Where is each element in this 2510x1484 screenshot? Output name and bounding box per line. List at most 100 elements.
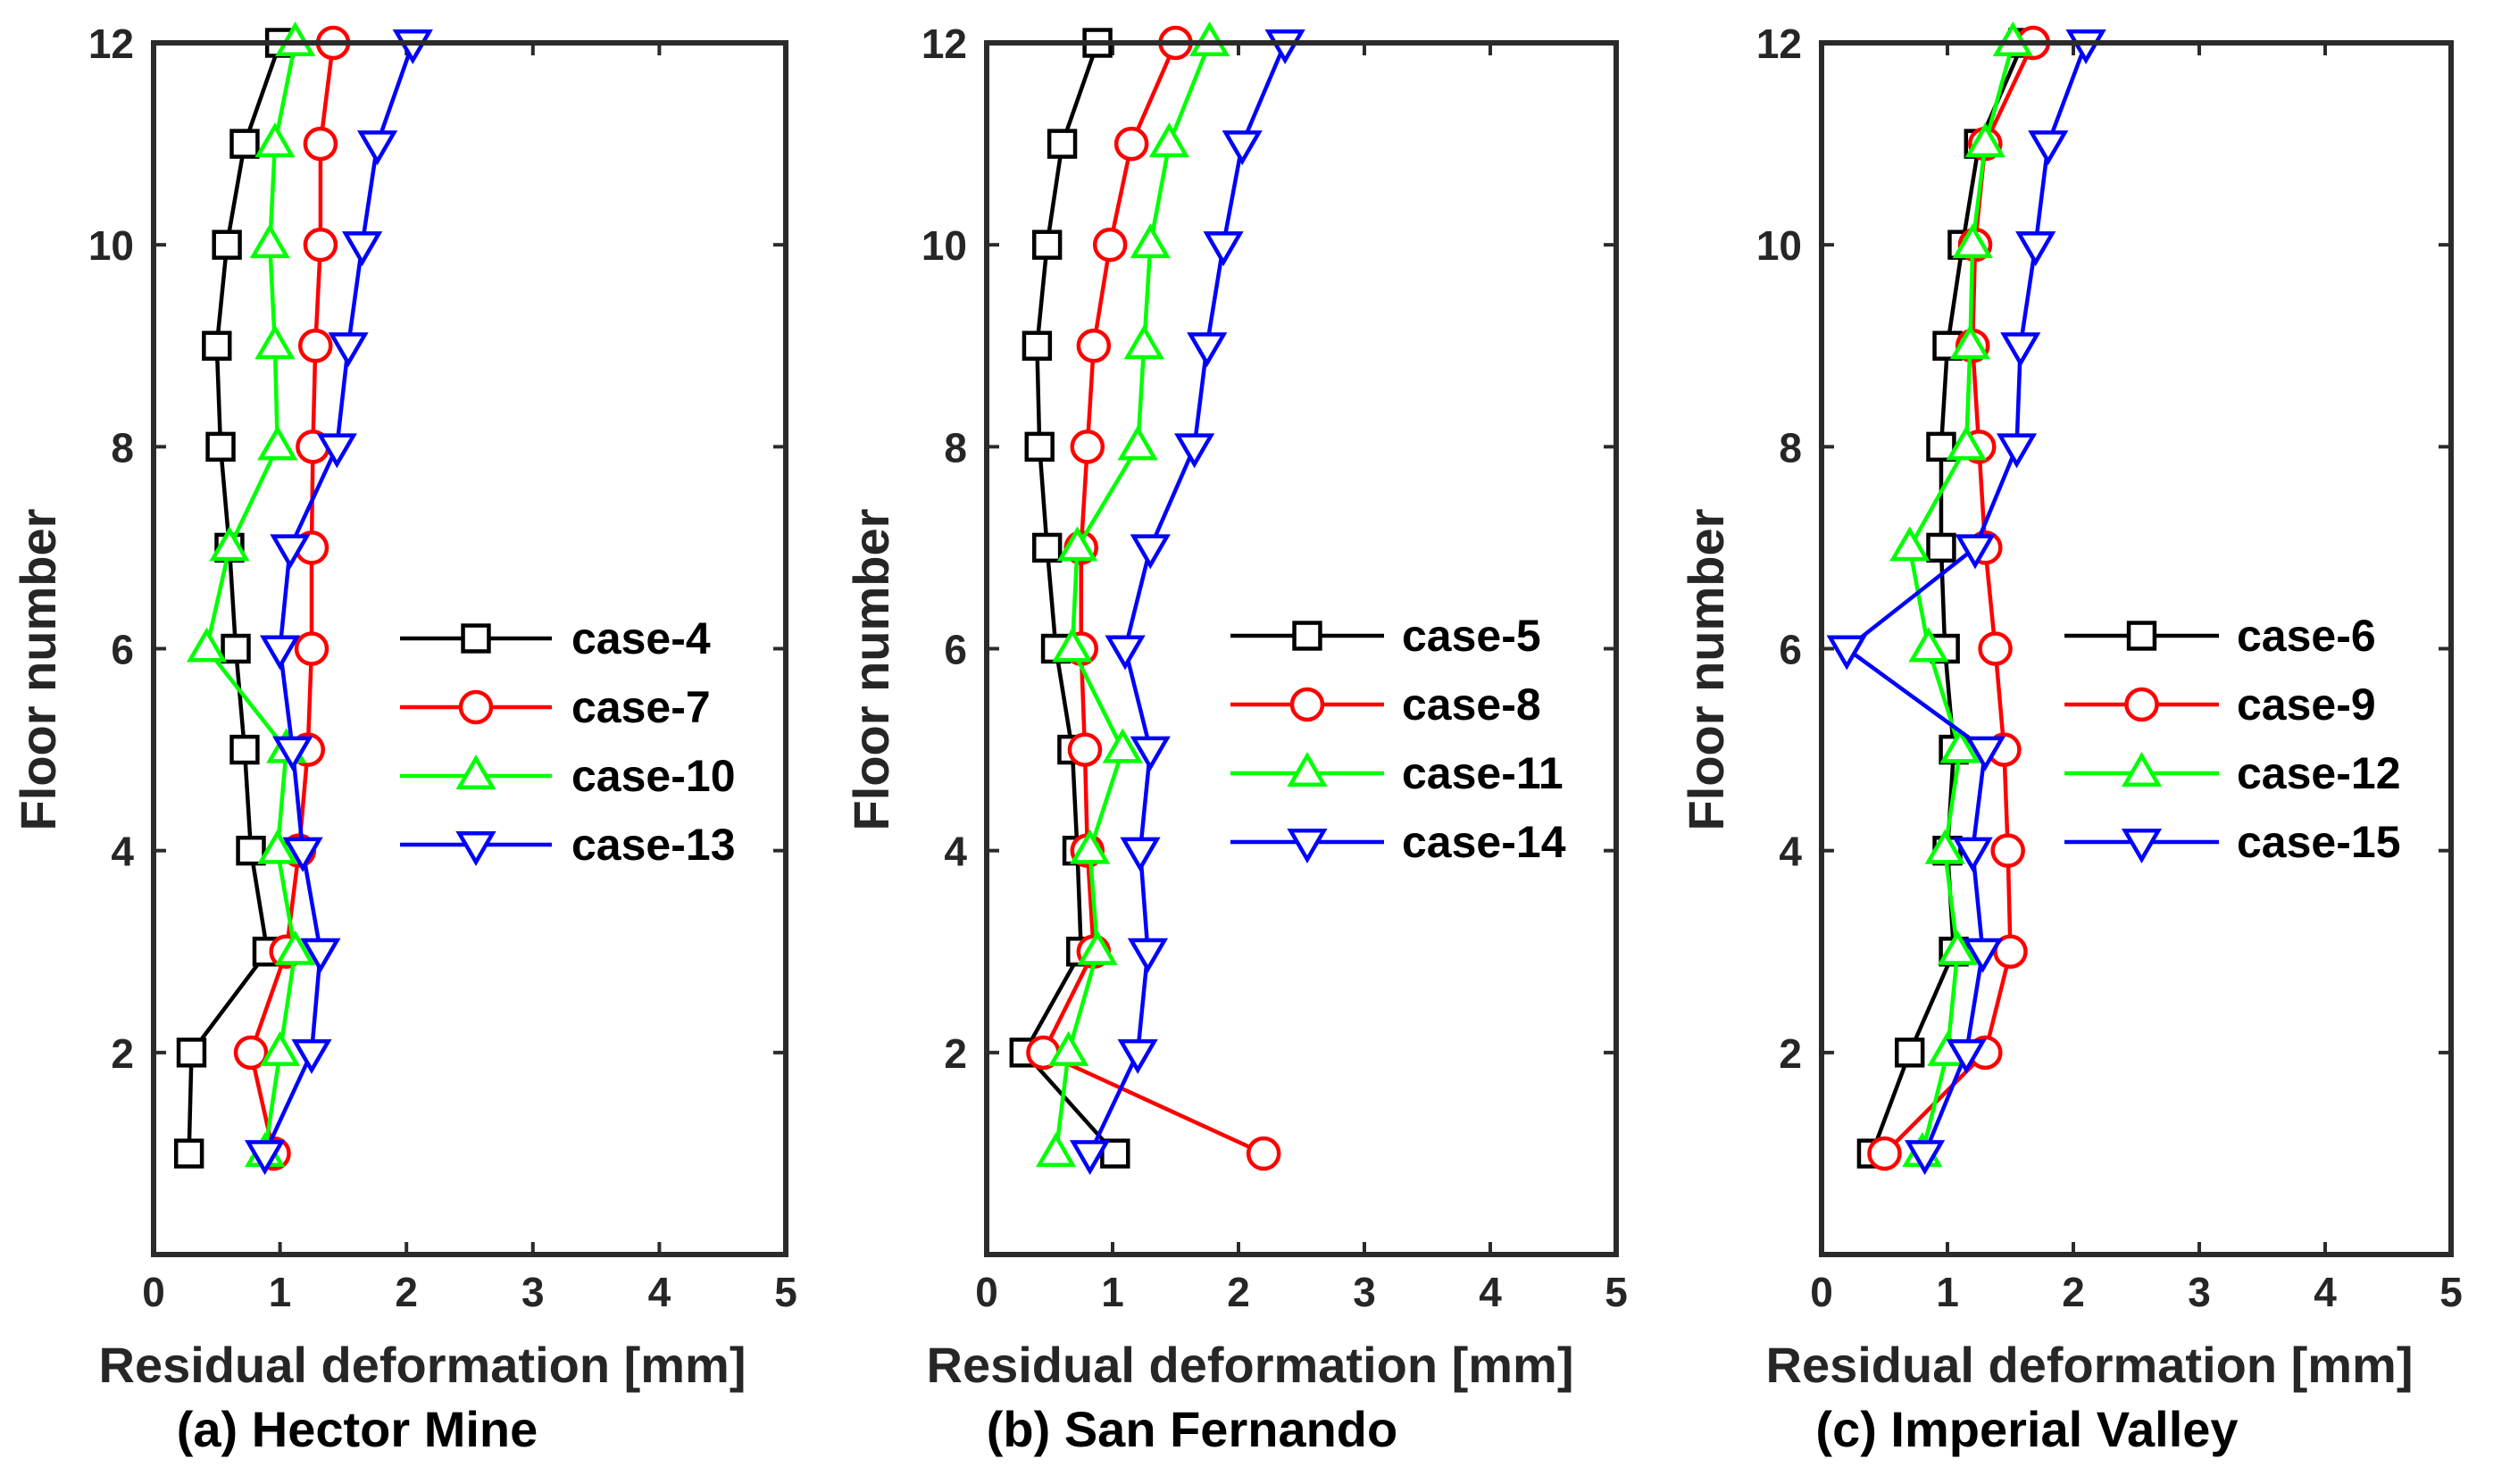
panel-c-point-case-15 <box>1952 837 1993 872</box>
panel-b-point-case-14 <box>1120 837 1161 872</box>
panel-b: Floor number 0 1 2 3 4 524681012case-5case-8c… <box>843 21 1628 1457</box>
panel-c-xtick-label: 4 <box>2314 1269 2337 1315</box>
panel-a-point-case-7 <box>297 329 333 363</box>
panel-a-ytick-label: 4 <box>111 829 134 875</box>
panel-c-point-case-12 <box>1908 627 1949 663</box>
panel-b-legend-marker-case-11 <box>1287 751 1328 787</box>
panel-b-point-case-14 <box>1105 635 1146 671</box>
panel-a-xtick-label: 1 <box>269 1269 292 1315</box>
panel-c-point-case-15 <box>1996 433 2038 469</box>
panel-a-point-case-13 <box>357 130 398 166</box>
panel-a-point-case-7 <box>233 1035 269 1071</box>
panel-a-point-case-13 <box>291 1038 332 1074</box>
panel-b-point-case-5 <box>1031 229 1063 260</box>
panel-b-point-case-5 <box>1024 431 1055 463</box>
panel-a-ytick-label: 8 <box>111 424 134 471</box>
panel-b-series-line-case-5 <box>1022 42 1117 1155</box>
panel-a-point-case-4 <box>173 1138 204 1169</box>
panel-a-point-case-4 <box>229 129 260 159</box>
panel-b-point-case-11 <box>1102 728 1143 763</box>
panel-c-xtick-label: 1 <box>1936 1269 1959 1315</box>
panel-c-legend-marker-case-6 <box>2126 621 2157 651</box>
panel-a-legend-marker-case-4 <box>461 623 491 654</box>
panel-b-axis-frame <box>984 40 1619 1257</box>
panel-c-ytick-label: 12 <box>1756 21 1802 67</box>
panel-a-xlabel: Residual deformation [mm] <box>99 1337 746 1393</box>
panel-a-point-case-7 <box>303 126 338 162</box>
panel-a-series-line-case-4 <box>187 42 282 1154</box>
panel-b-xlabel: Residual deformation [mm] <box>927 1337 1574 1393</box>
panel-c-xtick-label: 2 <box>2062 1269 2085 1315</box>
panel-a-legend-marker-case-10 <box>455 754 496 789</box>
panel-b-point-case-14 <box>1127 938 1169 973</box>
panel-a-legend-label-case-13: case-13 <box>571 820 736 870</box>
panel-b-point-case-8 <box>1113 126 1149 162</box>
panel-a-xtick-label: 3 <box>521 1269 545 1315</box>
panel-c-xtick-label: 0 <box>1810 1269 1833 1315</box>
panel-b-point-case-11 <box>1035 1131 1077 1167</box>
panel-a-point-case-13 <box>300 938 341 973</box>
panel-b-caption: (b) San Fernando <box>987 1401 1397 1457</box>
panel-a-point-case-13 <box>316 433 357 469</box>
panel-c-ylabel: Floor number <box>1678 509 1734 831</box>
panel-b-legend-marker-case-8 <box>1289 687 1325 722</box>
panel-b-point-case-14 <box>1222 130 1263 166</box>
panel-c-ytick-label: 6 <box>1779 627 1802 673</box>
panel-c-legend-marker-case-12 <box>2121 751 2163 787</box>
panel-a-point-case-10 <box>257 425 298 461</box>
panel-c-xlabel: Residual deformation [mm] <box>1766 1337 2414 1393</box>
panel-c-point-case-12 <box>1937 930 1978 965</box>
panel-b-point-case-14 <box>1203 231 1244 267</box>
panel-c-point-case-9 <box>1978 631 2013 666</box>
panel-b-point-case-5 <box>1022 330 1053 361</box>
panel-a-point-case-10 <box>274 930 316 965</box>
panel-c-xtick-label: 5 <box>2439 1269 2463 1315</box>
panel-a-point-case-13 <box>282 837 323 872</box>
panel-b-point-case-8 <box>1246 1136 1281 1171</box>
panel-a-point-case-4 <box>221 633 251 664</box>
panel-b-ytick-label: 10 <box>921 222 967 269</box>
panel-b-series-line-case-11 <box>1054 42 1212 1155</box>
panel-b-point-case-11 <box>1117 425 1158 461</box>
panel-b-legend-marker-case-5 <box>1292 621 1322 651</box>
panel-b-legend-marker-case-14 <box>1287 829 1328 864</box>
panel-a-point-case-7 <box>294 631 329 666</box>
panel-b-point-case-5 <box>1047 129 1078 159</box>
panel-c-caption: (c) Imperial Valley <box>1815 1401 2238 1457</box>
panel-a-xtick-label: 4 <box>648 1269 671 1315</box>
panel-c-point-case-15 <box>1946 1038 1987 1074</box>
panel-b-ytick-label: 12 <box>921 21 967 67</box>
panel-b-point-case-11 <box>1123 324 1164 360</box>
panel-c-point-case-12 <box>1889 526 1930 562</box>
panel-c-point-case-15 <box>2000 332 2041 368</box>
panel-c-point-case-6 <box>1926 532 1956 563</box>
panel-c-point-case-9 <box>1990 833 2025 868</box>
panel-c-point-case-9 <box>1993 934 2028 969</box>
panel-a-xtick-label: 0 <box>142 1269 165 1315</box>
panel-a-ylabel: Floor number <box>10 509 66 831</box>
panel-b-point-case-14 <box>1070 1139 1111 1175</box>
panel-c-legend-label-case-12: case-12 <box>2237 748 2401 798</box>
panel-a-point-case-10 <box>254 122 296 158</box>
panel-b-xtick-label: 5 <box>1605 1269 1628 1315</box>
panel-c-point-case-12 <box>1952 223 1993 259</box>
panel-c-point-case-12 <box>1946 425 1987 461</box>
panel-b-point-case-8 <box>1092 227 1128 263</box>
panel-a-point-case-10 <box>257 829 298 864</box>
panel-a-point-case-4 <box>176 1038 207 1068</box>
panel-c-point-case-15 <box>2015 231 2056 267</box>
panel-c-point-case-15 <box>1905 1139 1946 1175</box>
panel-c-point-case-15 <box>1955 534 1996 570</box>
panel-a-point-case-4 <box>212 229 242 260</box>
panel-b-point-case-11 <box>1130 223 1171 259</box>
panel-b-ytick-label: 4 <box>944 829 967 875</box>
panel-a-point-case-13 <box>272 736 313 771</box>
panel-a-point-case-13 <box>259 635 301 671</box>
panel-c-point-case-12 <box>1992 21 2033 56</box>
panel-a-point-case-7 <box>303 227 338 263</box>
panel-c-legend-marker-case-9 <box>2124 687 2159 722</box>
panel-a-ytick-label: 12 <box>88 21 134 67</box>
